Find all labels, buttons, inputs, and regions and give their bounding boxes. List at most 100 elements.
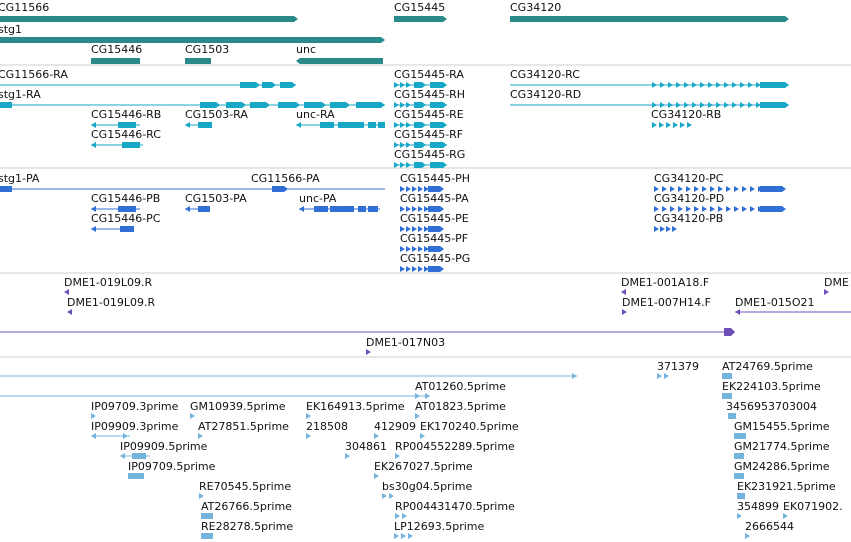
feature-label[interactable]: IP09709.5prime: [128, 460, 216, 473]
strand-marker-right: [395, 453, 400, 459]
feature-label[interactable]: GM15455.5prime: [734, 420, 830, 433]
strand-marker-right: [670, 206, 675, 212]
feature-label[interactable]: EK071902.: [783, 500, 843, 513]
feature-label[interactable]: stg1-PA: [0, 172, 40, 185]
feature-label[interactable]: 304861: [345, 440, 387, 453]
feature-label[interactable]: CG34120-PB: [654, 212, 724, 225]
feature-label[interactable]: AT24769.5prime: [722, 360, 813, 373]
feature-label[interactable]: CG34120-RB: [651, 108, 722, 121]
feature-label[interactable]: CG1503: [185, 43, 230, 56]
strand-marker-right: [694, 186, 699, 192]
feature-label[interactable]: 3456953703004: [726, 400, 817, 413]
strand-marker-right: [654, 206, 659, 212]
feature-label[interactable]: unc-RA: [296, 108, 335, 121]
feature-label[interactable]: CG15446-PC: [91, 212, 161, 225]
feature-label[interactable]: DME1-007H14.F: [622, 296, 711, 309]
exon-block-arrow-right: [240, 82, 260, 88]
feature-label[interactable]: IP09709.3prime: [91, 400, 179, 413]
feature-label[interactable]: DME1-019L09.R: [64, 276, 153, 289]
strand-marker-left: [185, 206, 190, 212]
feature-label[interactable]: CG34120-RD: [510, 88, 582, 101]
feature-label[interactable]: CG11566-RA: [0, 68, 68, 81]
feature-label[interactable]: LP12693.5prime: [394, 520, 485, 533]
feature-label[interactable]: unc: [296, 43, 316, 56]
feature-label[interactable]: CG15445-PE: [400, 212, 469, 225]
exon-block-arrow-right: [272, 186, 288, 192]
strand-marker-right: [198, 433, 203, 439]
feature-label[interactable]: CG11566: [0, 1, 50, 14]
exon-block: [198, 122, 212, 128]
feature-label[interactable]: CG1503-PA: [185, 192, 247, 205]
feature-label[interactable]: RP004552289.5prime: [395, 440, 515, 453]
feature-label[interactable]: CG15446-RB: [91, 108, 162, 121]
exon-block: [122, 142, 140, 148]
feature-label[interactable]: EK164913.5prime: [306, 400, 405, 413]
feature-label[interactable]: CG15445-RA: [394, 68, 464, 81]
strand-marker-right: [708, 82, 713, 88]
feature-label[interactable]: EK170240.5prime: [420, 420, 519, 433]
strand-marker-right: [402, 513, 407, 519]
strand-marker-right: [687, 122, 692, 128]
strand-marker-right: [710, 206, 715, 212]
exon-block: [722, 393, 732, 399]
feature-label[interactable]: DME1-001A18.F: [621, 276, 710, 289]
feature-label[interactable]: CG15445: [394, 1, 446, 14]
strand-marker-right: [123, 433, 128, 439]
feature-label[interactable]: CG34120: [510, 1, 562, 14]
strand-marker-right: [652, 102, 657, 108]
feature-label[interactable]: AT01260.5prime: [415, 380, 506, 393]
exon-block: [314, 206, 328, 212]
feature-label[interactable]: IP09909.5prime: [120, 440, 208, 453]
feature-label[interactable]: CG15446-RC: [91, 128, 161, 141]
feature-label[interactable]: CG15445-PG: [400, 252, 471, 265]
feature-label[interactable]: EK224103.5prime: [722, 380, 821, 393]
feature-label[interactable]: 354899: [737, 500, 779, 513]
feature-label[interactable]: EK267027.5prime: [374, 460, 473, 473]
feature-label[interactable]: CG15445-RH: [394, 88, 466, 101]
feature-label[interactable]: CG34120-RC: [510, 68, 580, 81]
feature-label[interactable]: DME1-019L09.R: [67, 296, 156, 309]
feature-label[interactable]: GM21774.5prime: [734, 440, 830, 453]
feature-label[interactable]: CG15446-PB: [91, 192, 161, 205]
strand-marker-right: [366, 349, 371, 355]
feature-label[interactable]: CG15445-RF: [394, 128, 464, 141]
feature-label[interactable]: RE70545.5prime: [199, 480, 292, 493]
feature-label[interactable]: 412909: [374, 420, 416, 433]
feature-label[interactable]: CG34120-PD: [654, 192, 725, 205]
feature-label[interactable]: CG11566-PA: [251, 172, 320, 185]
strand-marker-right: [400, 266, 405, 272]
strand-marker-left: [621, 289, 626, 295]
feature-label[interactable]: stg1-RA: [0, 88, 41, 101]
feature-label[interactable]: 218508: [306, 420, 348, 433]
feature-label[interactable]: CG15445-PA: [400, 192, 469, 205]
feature-label[interactable]: AT26766.5prime: [201, 500, 292, 513]
feature-label[interactable]: DME: [824, 276, 849, 289]
exon-block: [320, 122, 334, 128]
feature-label[interactable]: CG15445-RE: [394, 108, 464, 121]
feature-label[interactable]: DME1-017N03: [366, 336, 446, 349]
feature-label[interactable]: unc-PA: [299, 192, 337, 205]
feature-label[interactable]: AT01823.5prime: [415, 400, 506, 413]
feature-label[interactable]: IP09909.3prime: [91, 420, 179, 433]
feature-label[interactable]: CG15445-PF: [400, 232, 469, 245]
feature-label[interactable]: CG15445-PH: [400, 172, 471, 185]
feature-label[interactable]: stg1: [0, 23, 23, 36]
feature-label[interactable]: bs30g04.5prime: [382, 480, 473, 493]
feature-label[interactable]: GM10939.5prime: [190, 400, 286, 413]
feature-label[interactable]: 371379: [657, 360, 699, 373]
feature-label[interactable]: DME1-015O21: [735, 296, 815, 309]
feature-label[interactable]: GM24286.5prime: [734, 460, 830, 473]
feature-label[interactable]: CG1503-RA: [185, 108, 248, 121]
strand-marker-left: [91, 433, 96, 439]
exon-block: [330, 206, 354, 212]
feature-label[interactable]: CG15446: [91, 43, 143, 56]
feature-label[interactable]: AT27851.5prime: [198, 420, 289, 433]
strand-marker-right: [660, 82, 665, 88]
feature-label[interactable]: CG15445-RG: [394, 148, 466, 161]
strand-marker-right: [406, 206, 411, 212]
feature-label[interactable]: RP004431470.5prime: [395, 500, 515, 513]
feature-label[interactable]: 2666544: [745, 520, 794, 533]
feature-label[interactable]: CG34120-PC: [654, 172, 724, 185]
feature-label[interactable]: RE28278.5prime: [201, 520, 294, 533]
feature-label[interactable]: EK231921.5prime: [737, 480, 836, 493]
